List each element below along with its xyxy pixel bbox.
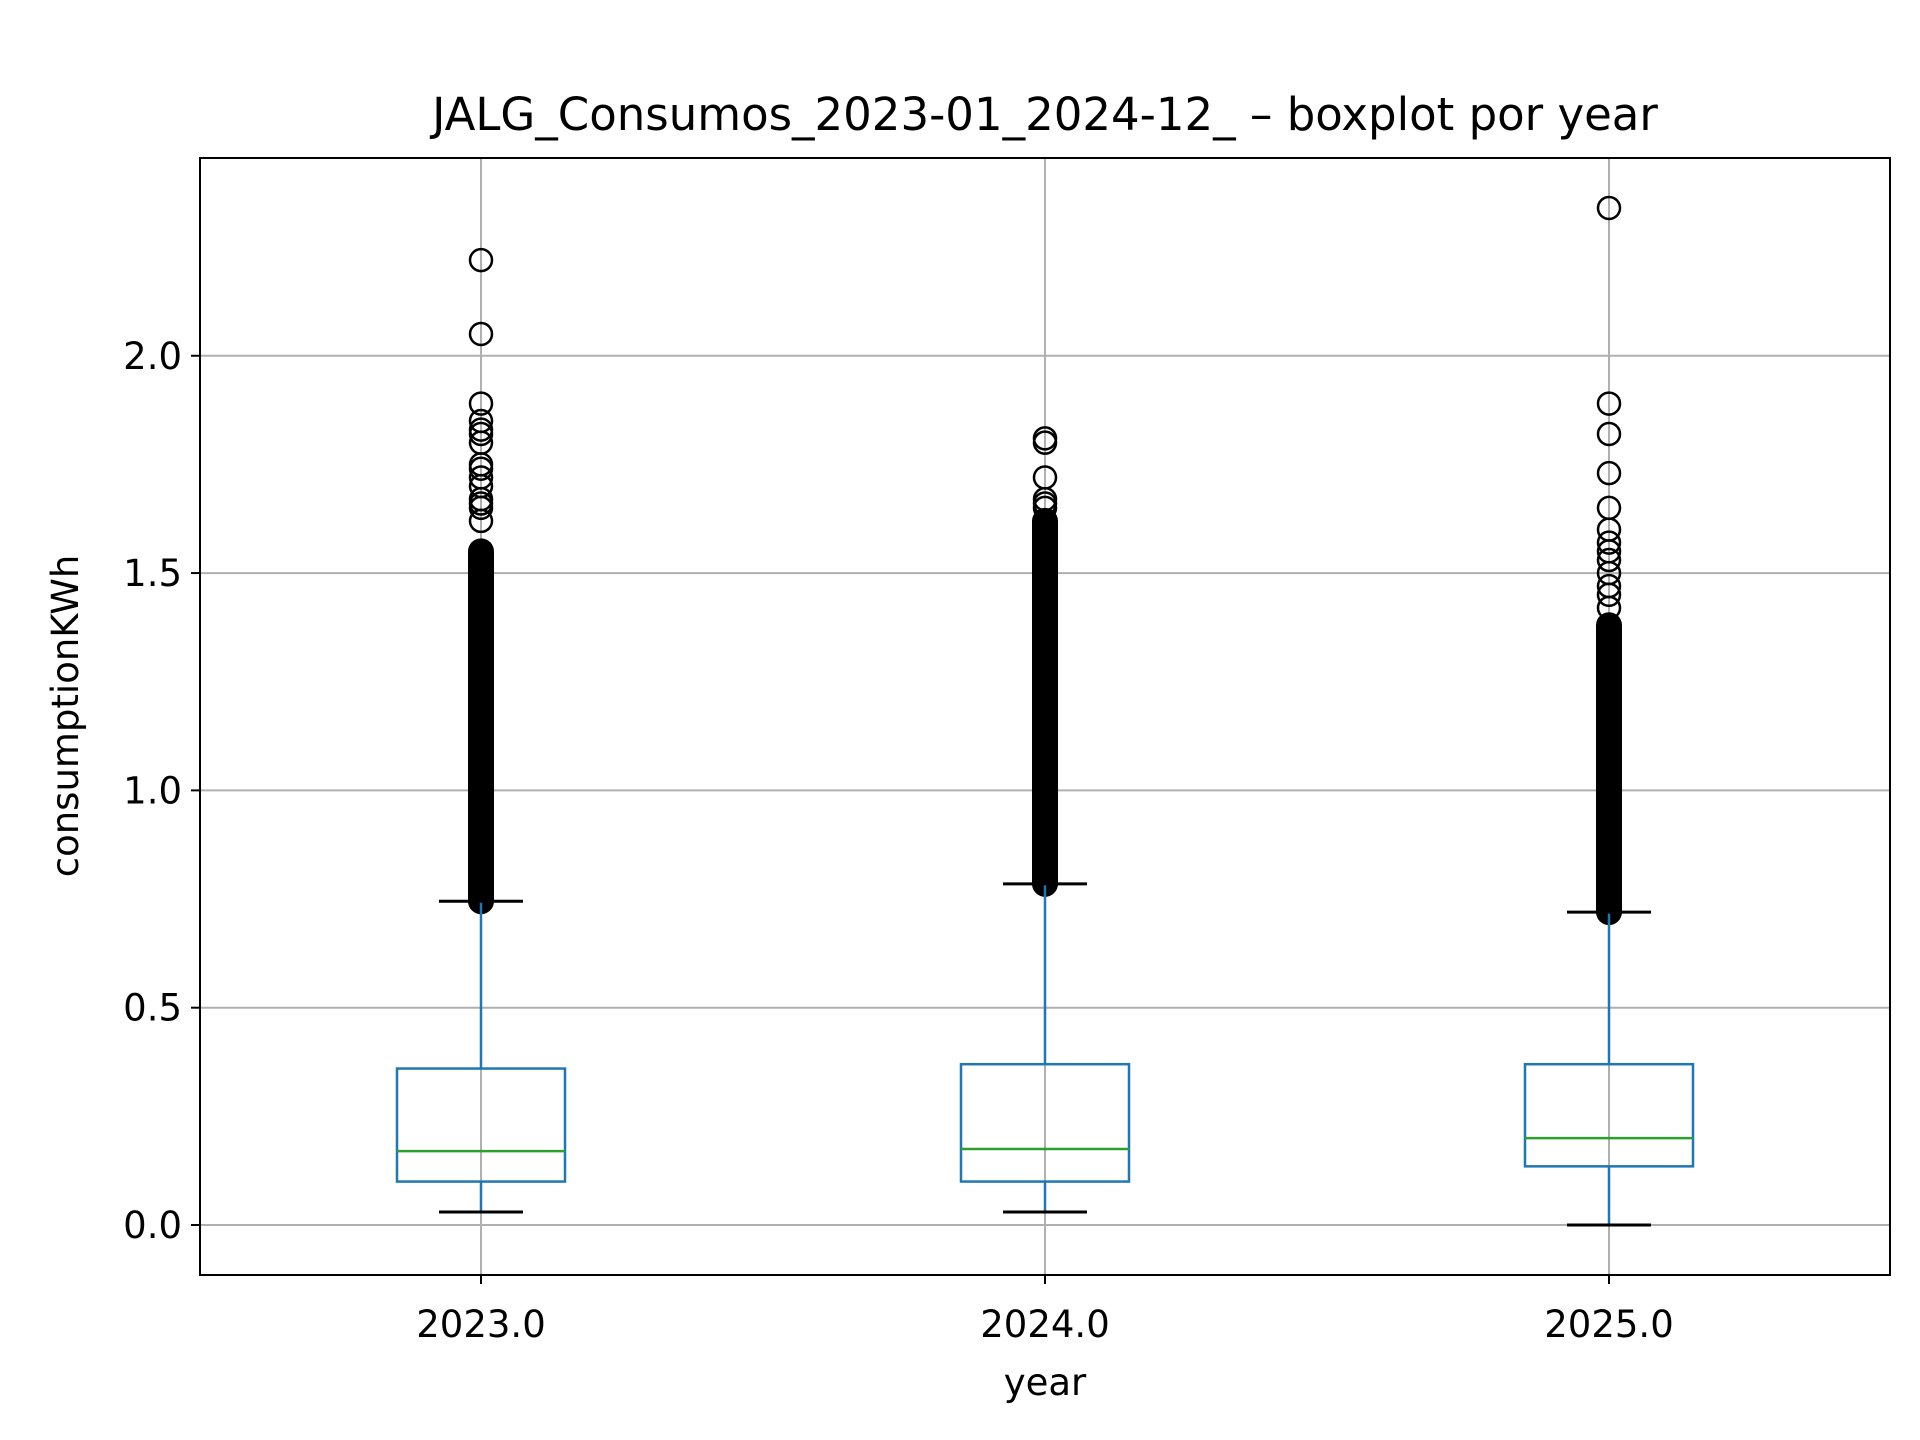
outlier-point xyxy=(1032,465,1058,490)
outlier-point xyxy=(1596,530,1622,555)
y-tick-label: 1.0 xyxy=(123,769,182,812)
outlier-point xyxy=(468,408,494,434)
outlier-point xyxy=(1032,426,1058,451)
y-tick-label: 2.0 xyxy=(123,335,182,378)
outlier-point xyxy=(1596,460,1622,486)
y-axis-label: consumptionKWh xyxy=(44,555,87,878)
outlier-point xyxy=(468,247,494,273)
outlier-point xyxy=(1596,195,1622,221)
iqr-box xyxy=(1523,1062,1695,1168)
outlier-point xyxy=(468,465,494,490)
outlier-point xyxy=(1596,421,1622,447)
x-tick-label: 2025.0 xyxy=(1544,1303,1673,1346)
chart-title: JALG_Consumos_2023-01_2024-12_ – boxplot… xyxy=(429,88,1658,141)
iqr-box xyxy=(959,1062,1131,1183)
outlier-point xyxy=(1596,573,1622,599)
x-tick-label: 2024.0 xyxy=(980,1303,1109,1346)
y-tick-label: 0.0 xyxy=(123,1204,182,1247)
box-group-2023-0 xyxy=(395,247,567,1214)
y-tick-label: 1.5 xyxy=(123,552,182,595)
x-axis-label: year xyxy=(1004,1361,1087,1404)
outlier-point xyxy=(468,321,494,347)
box-group-2024-0 xyxy=(959,426,1131,1214)
boxplot-series xyxy=(395,195,1695,1227)
outlier-point xyxy=(468,391,494,416)
x-tick-label: 2023.0 xyxy=(416,1303,545,1346)
outlier-point xyxy=(1596,495,1622,521)
axis-ticks: 0.0 0.5 1.0 1.5 2.0 2023.0 2024.0 2025.0 xyxy=(123,335,1674,1346)
outlier-point xyxy=(1596,547,1622,573)
outlier-point xyxy=(468,417,494,442)
y-tick-label: 0.5 xyxy=(123,987,182,1030)
box-group-2025-0 xyxy=(1523,195,1695,1227)
outlier-point xyxy=(1596,391,1622,416)
iqr-box xyxy=(395,1067,567,1183)
